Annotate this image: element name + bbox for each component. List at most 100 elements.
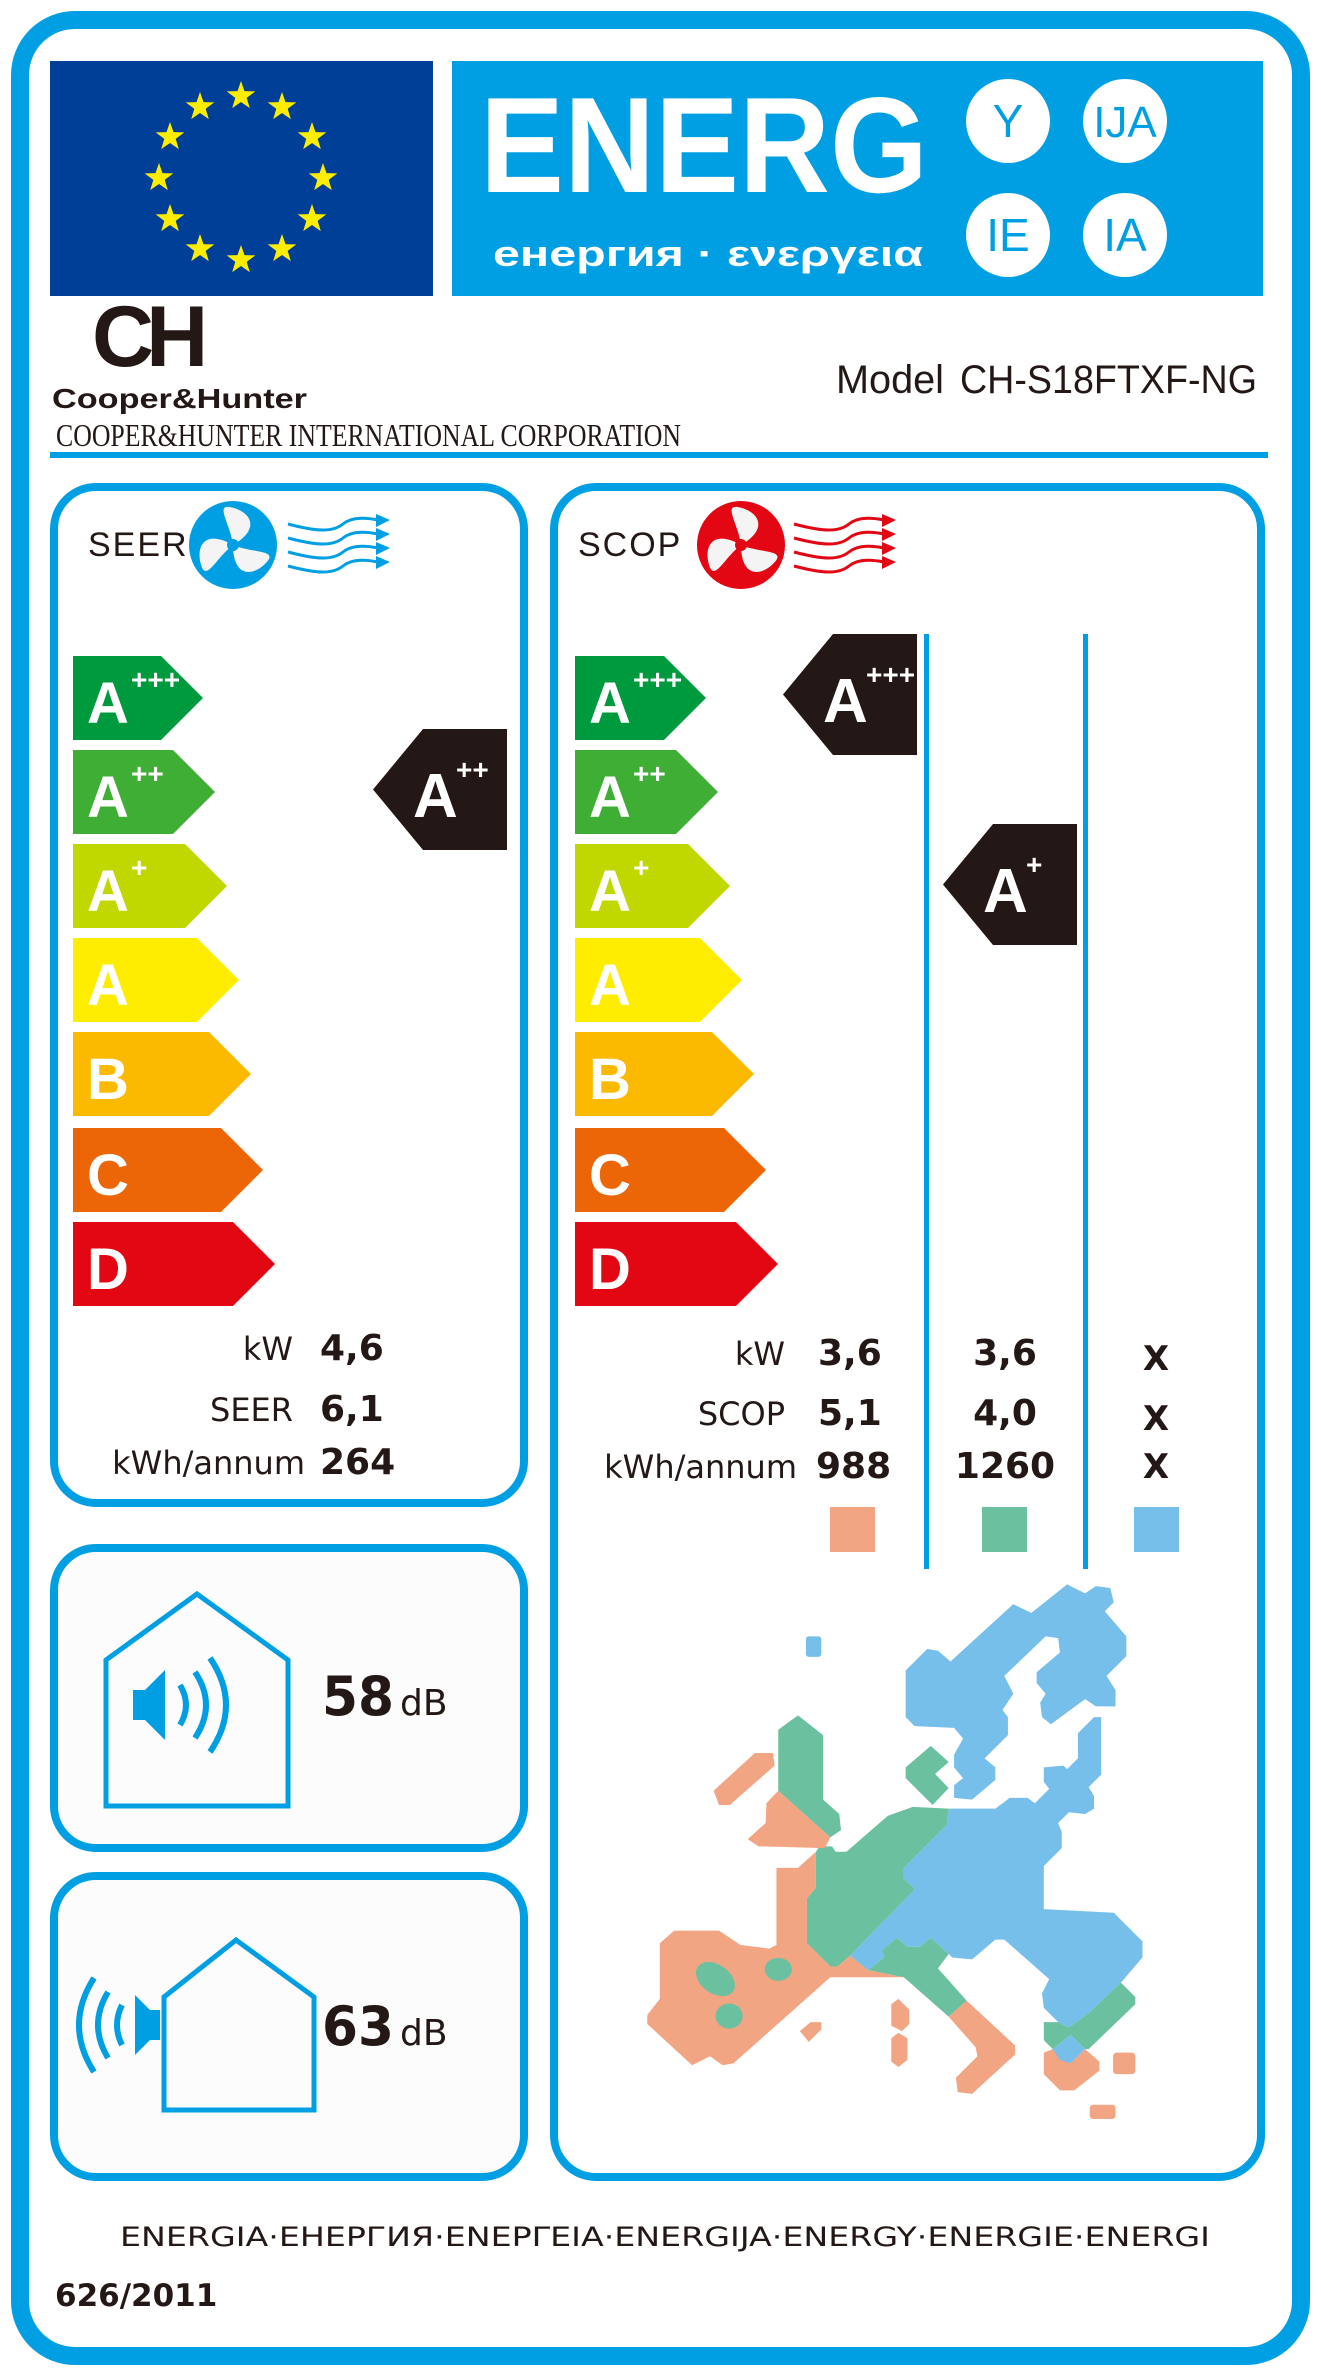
scop-label-scop: SCOP (698, 1395, 785, 1433)
efficiency-band: B (73, 1032, 251, 1116)
band-arrow (73, 1032, 251, 1116)
band-label-plus: ++ (633, 758, 666, 789)
band-label-plus: +++ (131, 664, 180, 695)
efficiency-band: C (73, 1128, 263, 1212)
average-zone-swatch (982, 1507, 1027, 1552)
efficiency-band: A + (575, 844, 730, 928)
average-zone-regions (778, 1715, 1136, 2050)
indoor-unit-house-icon (103, 1590, 291, 1809)
rating-indicator: A+ (943, 824, 1077, 945)
warmer-value-kw: 3,6 (818, 1333, 882, 1374)
efficiency-band: D (73, 1222, 275, 1306)
speaker-icon (133, 1656, 229, 1754)
band-label: A (87, 859, 129, 924)
band-arrow (575, 1128, 766, 1212)
band-arrow (73, 1222, 275, 1306)
band-label-plus: + (633, 852, 649, 883)
band-label: A (589, 953, 631, 1018)
seer-value-seer: 6,1 (320, 1389, 384, 1430)
colder-value-annual: X (1143, 1447, 1169, 1487)
logo-letters: CH (92, 289, 203, 385)
average-zone-islands (695, 1957, 792, 2029)
brand-logo: CH Cooper&Hunter (52, 289, 307, 414)
seer-label-annual: kWh/annum (112, 1444, 305, 1482)
band-arrow (73, 938, 239, 1022)
band-label: D (87, 1237, 129, 1302)
band-arrow (73, 750, 215, 834)
star-icon (144, 163, 174, 191)
suffix-circles: Y IJA IE IA (966, 79, 1167, 277)
band-arrow (575, 938, 742, 1022)
europe-climate-zone-map (647, 1584, 1143, 2120)
band-label-plus: ++ (131, 758, 164, 789)
average-value-annual: 1260 (955, 1446, 1055, 1487)
outer-frame (11, 11, 1310, 2365)
efficiency-band: A ++ (73, 750, 215, 834)
efficiency-band: A (73, 938, 239, 1022)
energy-banner: ENERG енергия · ενεργεια Y IJA IE IA (452, 61, 1263, 296)
scop-label-kw: kW (735, 1335, 785, 1373)
suffix-ie: IE (986, 209, 1029, 261)
header-divider (50, 452, 1268, 458)
eu-flag (50, 61, 433, 296)
star-icon (297, 122, 327, 150)
model-label: Model (836, 358, 944, 402)
average-value-scop: 4,0 (973, 1393, 1037, 1434)
eu-stars-icon (144, 81, 338, 273)
outdoor-noise-value: 63 (322, 1995, 394, 2058)
band-label-plus: +++ (633, 664, 682, 695)
suffix-ia: IA (1103, 209, 1147, 261)
warmer-value-scop: 5,1 (818, 1393, 882, 1434)
outdoor-noise-unit: dB (400, 2013, 448, 2054)
band-label: A (589, 859, 631, 924)
outdoor-noise-panel (50, 1872, 528, 2181)
star-icon (297, 204, 327, 232)
rating-indicator: A+++ (783, 634, 917, 755)
fan-icon-red (697, 501, 785, 589)
efficiency-band: D (575, 1222, 778, 1306)
column-divider (1083, 634, 1088, 1569)
efficiency-band: A + (73, 844, 227, 928)
star-icon (226, 81, 256, 109)
band-label: D (589, 1237, 631, 1302)
scop-label-annual: kWh/annum (604, 1448, 797, 1486)
average-value-kw: 3,6 (973, 1333, 1037, 1374)
star-icon (267, 234, 297, 262)
seer-value-kw: 4,6 (320, 1328, 384, 1369)
indoor-noise-unit: dB (400, 1683, 448, 1724)
star-icon (226, 245, 256, 273)
rating-label-plus: + (1026, 849, 1042, 880)
star-icon (155, 122, 185, 150)
seer-title: SEER (88, 526, 189, 564)
seer-label-kw: kW (243, 1330, 293, 1368)
seer-panel (50, 483, 528, 1507)
rating-label: A (413, 762, 458, 831)
band-arrow (73, 844, 227, 928)
seer-values: kW 4,6 SEER 6,1 kWh/annum 264 (112, 1328, 395, 1483)
seer-label-seer: SEER (210, 1391, 293, 1429)
regulation-number: 626/2011 (55, 2278, 217, 2314)
model-value: CH-S18FTXF-NG (960, 358, 1257, 402)
rating-label: A (983, 857, 1028, 926)
cold-air-flow-icon (287, 514, 390, 574)
scop-values: kW SCOP kWh/annum 3,6 5,1 988 3,6 4,0 12… (604, 1333, 1169, 1487)
band-label-plus: + (131, 852, 147, 883)
band-label: A (87, 953, 129, 1018)
suffix-ija: IJA (1093, 98, 1157, 147)
efficiency-band: A +++ (575, 656, 706, 740)
warmer-value-annual: 988 (816, 1446, 891, 1487)
scop-panel (550, 483, 1265, 2181)
fan-icon-blue (189, 501, 277, 589)
rating-label-plus: +++ (866, 659, 915, 690)
energy-title: ENERG (480, 69, 928, 221)
corporation-name: COOPER&HUNTER INTERNATIONAL CORPORATION (56, 417, 681, 453)
efficiency-band: C (575, 1128, 766, 1212)
band-label: A (589, 765, 631, 830)
warmer-zone-swatch (830, 1507, 875, 1552)
efficiency-band: A ++ (575, 750, 718, 834)
energy-subtitle: енергия · ενεργεια (493, 233, 923, 274)
band-label: B (87, 1047, 129, 1112)
